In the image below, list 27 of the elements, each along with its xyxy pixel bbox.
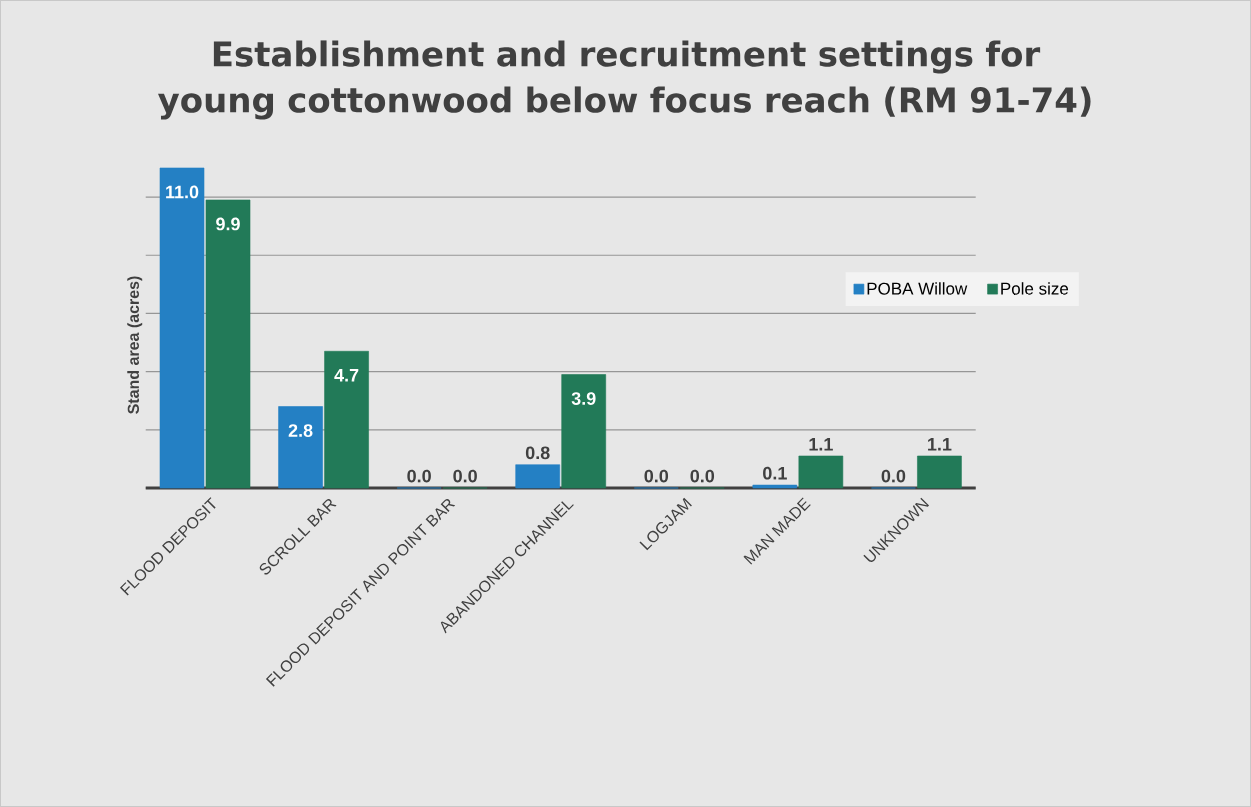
bar — [205, 199, 251, 489]
bar — [917, 455, 962, 489]
data-label: 11.0 — [166, 185, 199, 199]
bar — [159, 167, 205, 489]
legend-label: POBA Willow — [867, 282, 968, 295]
data-label: 0.1 — [763, 466, 787, 480]
data-label: 0.0 — [690, 469, 715, 483]
y-axis-title: Stand area (acres) — [127, 276, 143, 414]
data-label: 0.0 — [407, 469, 431, 483]
bar — [561, 374, 607, 489]
data-label: 9.9 — [216, 217, 240, 231]
data-label: 0.0 — [453, 469, 477, 483]
data-label: 2.8 — [288, 424, 313, 437]
bar — [752, 484, 798, 489]
bar — [324, 350, 369, 489]
data-label: 0.0 — [881, 469, 906, 483]
bar — [798, 455, 844, 489]
data-label: 0.0 — [644, 469, 669, 483]
data-label: 1.1 — [809, 438, 833, 451]
data-label: 0.8 — [525, 446, 550, 460]
bar — [278, 406, 323, 489]
data-label: 1.1 — [928, 438, 952, 451]
bar — [515, 464, 561, 489]
chart-title: Establishment and recruitment settings for young cottonwood below focus reach (RM 91-74) — [157, 40, 1091, 120]
data-label: 3.9 — [571, 392, 596, 405]
legend-label: Pole size — [1001, 282, 1069, 295]
data-label: 4.7 — [334, 369, 359, 382]
